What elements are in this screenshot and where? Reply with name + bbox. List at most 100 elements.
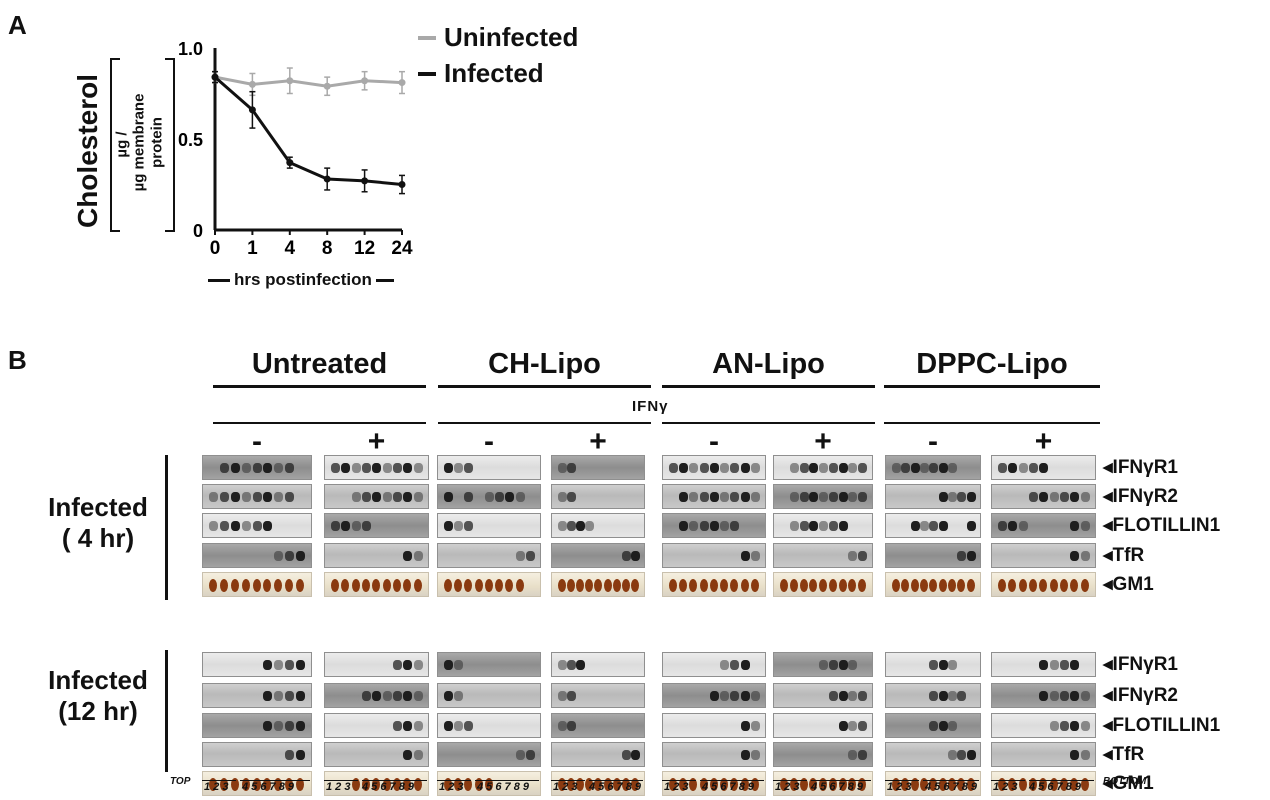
condition-rule-untreated	[213, 385, 426, 388]
blot-band	[838, 521, 848, 531]
blot-12hr-gm1-lane4	[551, 771, 645, 796]
blot-band	[274, 691, 284, 701]
gm1-dot	[603, 579, 612, 592]
blot-band	[403, 660, 413, 670]
blot-band	[1060, 492, 1069, 502]
gm1-dot	[576, 579, 585, 592]
blot-4hr-tfr-lane8	[991, 543, 1096, 568]
blot-band	[263, 521, 273, 531]
y-unit-bracket	[110, 58, 120, 232]
blot-band	[858, 721, 868, 731]
blot-band	[938, 463, 948, 473]
data-point-infected	[398, 181, 406, 188]
gm1-dot	[252, 579, 261, 592]
blot-12hr-tfr-lane6	[773, 742, 873, 767]
protein-label-ifnr2-12hr: ◂IFNγR2	[1103, 685, 1178, 706]
blot-band	[274, 721, 284, 731]
gm1-dot	[901, 579, 910, 592]
group-label-12hr: Infected (12 hr)	[28, 665, 168, 727]
blot-12hr-flotillin1-lane1	[202, 713, 312, 738]
blot-band	[444, 521, 453, 531]
blot-4hr-flotillin1-lane7	[885, 513, 981, 538]
ifn-rule-2	[438, 422, 651, 424]
blot-12hr-ifnr1-lane2	[324, 652, 429, 677]
fraction-top-label: TOP	[170, 776, 191, 787]
blot-band	[351, 463, 361, 473]
blot-band	[1049, 492, 1059, 502]
blot-band	[848, 750, 858, 760]
blot-band	[285, 492, 295, 502]
fraction-group-1-3: 1 2 3	[664, 781, 689, 793]
blot-band	[709, 492, 719, 502]
blot-band	[948, 691, 957, 701]
blot-band	[464, 721, 474, 731]
blot-band	[966, 521, 976, 531]
gm1-dot	[828, 778, 837, 791]
gm1-dot	[848, 778, 857, 791]
blot-band	[838, 463, 848, 473]
blot-band	[413, 463, 423, 473]
blot-4hr-tfr-lane3	[437, 543, 541, 568]
blot-band	[515, 551, 525, 561]
blot-band	[901, 463, 911, 473]
blot-band	[630, 551, 640, 561]
blot-band	[567, 660, 577, 670]
blot-band	[1008, 521, 1018, 531]
group-bracket-12hr	[165, 650, 168, 772]
x-tick-label: 24	[391, 238, 413, 259]
blot-band	[1060, 721, 1069, 731]
blot-band	[920, 463, 929, 473]
blot-band	[750, 463, 760, 473]
gm1-dot	[699, 579, 708, 592]
blot-band	[929, 521, 939, 531]
fraction-group-4-9: 4 5 6 7 8 9	[589, 781, 641, 793]
blot-band	[809, 463, 819, 473]
blot-band	[515, 750, 525, 760]
blot-band	[929, 691, 939, 701]
gm1-dot	[929, 579, 938, 592]
blot-band	[515, 492, 525, 502]
blot-band	[838, 721, 848, 731]
blot-band	[740, 660, 750, 670]
fraction-underline	[923, 780, 979, 781]
blot-band	[948, 492, 957, 502]
blot-4hr-tfr-lane2	[324, 543, 429, 568]
legend-label-uninfected: Uninfected	[444, 22, 579, 52]
y-unit-top: µg /	[113, 131, 131, 158]
blot-band	[750, 551, 760, 561]
blot-band	[1039, 492, 1049, 502]
gm1-dot	[892, 579, 900, 592]
fraction-group-4-9: 4 5 6 7 8 9	[702, 781, 754, 793]
y-axis-title: Cholesterol	[72, 73, 103, 229]
blot-band	[740, 721, 750, 731]
fraction-underline	[362, 780, 427, 781]
y-tick-label: 1.0	[178, 39, 203, 59]
blot-band	[209, 492, 218, 502]
blot-band	[948, 660, 957, 670]
gm1-dot	[341, 579, 350, 592]
blot-band	[296, 691, 306, 701]
blot-band	[241, 492, 251, 502]
gm1-dot	[484, 778, 493, 791]
series-line-infected	[214, 75, 403, 186]
blot-4hr-tfr-lane4	[551, 543, 645, 568]
gm1-dot	[709, 778, 718, 791]
blot-band	[730, 660, 740, 670]
fraction-underline	[437, 780, 471, 781]
blot-band	[809, 521, 819, 531]
blot-band	[720, 521, 730, 531]
blot-12hr-gm1-lane8	[991, 771, 1096, 796]
blot-band	[1060, 660, 1069, 670]
blot-band	[709, 521, 719, 531]
blot-band	[621, 750, 631, 760]
blot-band	[403, 750, 413, 760]
blot-12hr-tfr-lane1	[202, 742, 312, 767]
gm1-dot	[444, 778, 452, 791]
blot-12hr-tfr-lane3	[437, 742, 541, 767]
blot-12hr-ifnr1-lane8	[991, 652, 1096, 677]
blot-band	[296, 721, 306, 731]
blot-band	[858, 463, 868, 473]
blot-band	[241, 463, 251, 473]
blot-band	[274, 492, 284, 502]
gm1-dot	[241, 579, 250, 592]
